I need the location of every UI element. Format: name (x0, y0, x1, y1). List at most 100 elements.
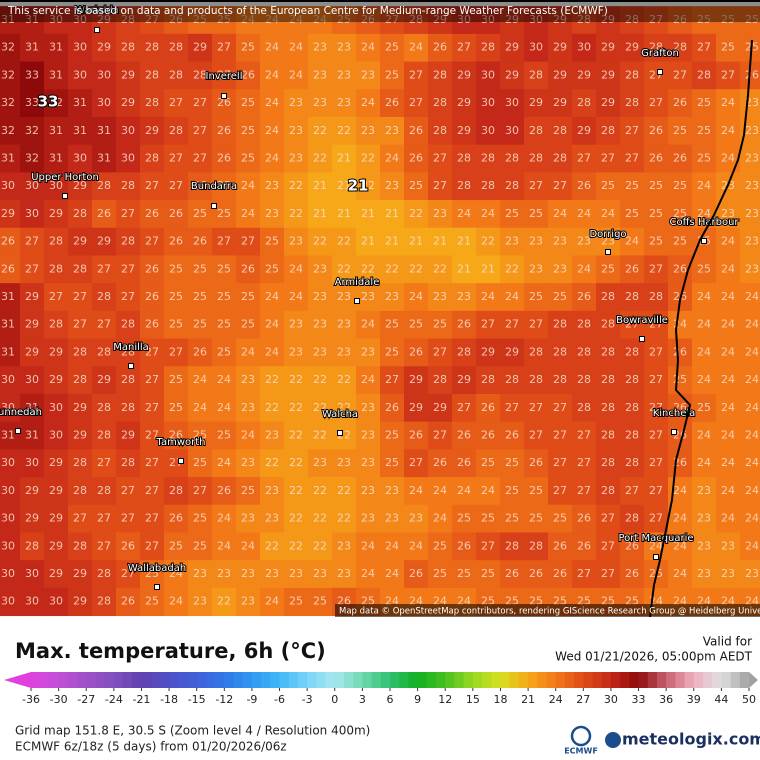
grid-value: 27 (649, 456, 663, 469)
grid-value: 32 (49, 96, 63, 109)
grid-cell (92, 227, 117, 256)
grid-value: 27 (385, 373, 399, 386)
grid-cell (140, 227, 165, 256)
grid-cell (332, 504, 357, 533)
grid-value: 32 (1, 124, 15, 137)
grid-cell (692, 61, 717, 90)
grid-cell (428, 200, 453, 229)
grid-value: 27 (529, 429, 543, 442)
grid-value: 27 (25, 262, 39, 275)
grid-value: 28 (49, 318, 63, 331)
grid-value: 28 (625, 373, 639, 386)
colorbar-swatch (426, 672, 437, 688)
grid-cell (380, 33, 405, 63)
grid-value: 33 (25, 68, 39, 81)
grid-value: 28 (601, 429, 615, 442)
grid-value: 24 (649, 539, 663, 552)
grid-value: 23 (529, 262, 543, 275)
grid-cell (356, 393, 381, 423)
grid-value: 24 (721, 512, 735, 525)
grid-value: 23 (289, 345, 303, 358)
grid-value: 23 (745, 567, 759, 580)
grid-cell (428, 449, 453, 478)
grid-cell (260, 504, 285, 533)
grid-value: 30 (1, 595, 15, 608)
grid-cell (476, 227, 501, 256)
grid-cell (20, 255, 45, 284)
grid-cell (404, 89, 429, 118)
grid-value: 31 (49, 124, 63, 137)
grid-cell (740, 338, 760, 367)
grid-value: 30 (25, 456, 39, 469)
grid-value: 28 (625, 456, 639, 469)
grid-value: 26 (553, 567, 567, 580)
grid-cell (0, 172, 21, 201)
grid-value: 31 (97, 152, 111, 165)
grid-value: 28 (121, 179, 135, 192)
grid-value: 26 (409, 567, 423, 580)
grid-cell (404, 6, 429, 35)
grid-cell (524, 366, 549, 395)
grid-cell (596, 33, 621, 63)
grid-value: 24 (409, 290, 423, 303)
grid-cell (356, 560, 381, 589)
grid-value: 24 (241, 179, 255, 192)
grid-value: 30 (49, 401, 63, 414)
grid-value: 30 (49, 13, 63, 26)
grid-cell (716, 504, 741, 533)
grid-value: 29 (121, 96, 135, 109)
grid-value: 25 (625, 207, 639, 220)
colorbar-label: 44 (714, 693, 728, 706)
grid-value: 22 (289, 539, 303, 552)
grid-cell (644, 144, 669, 173)
grid-cell (236, 449, 261, 478)
grid-cell (116, 33, 141, 63)
grid-cell (308, 6, 333, 35)
grid-cell (668, 310, 693, 340)
grid-value: 24 (433, 512, 447, 525)
grid-cell (308, 477, 333, 506)
colorbar-swatch (436, 672, 446, 688)
grid-cell (284, 338, 309, 367)
grid-cell (644, 283, 669, 312)
grid-value: 28 (121, 235, 135, 248)
grid-cell (356, 421, 381, 450)
grid-value: 31 (73, 124, 87, 137)
grid-value: 26 (577, 179, 591, 192)
grid-cell (44, 200, 69, 229)
grid-cell (692, 504, 717, 533)
grid-cell (308, 172, 333, 201)
grid-cell (0, 144, 21, 173)
grid-value: 28 (169, 68, 183, 81)
grid-value: 26 (193, 345, 207, 358)
grid-value: 27 (73, 318, 87, 331)
grid-cell (44, 393, 69, 423)
grid-cell (740, 144, 760, 173)
grid-value: 23 (241, 512, 255, 525)
grid-value: 29 (49, 373, 63, 386)
grid-value: 24 (241, 345, 255, 358)
grid-value: 28 (409, 13, 423, 26)
grid-value: 21 (457, 235, 471, 248)
city-label: Port Macquarie (618, 533, 693, 544)
grid-cell (404, 33, 429, 63)
grid-value: 27 (145, 13, 159, 26)
grid-cell (500, 33, 525, 63)
grid-cell (380, 449, 405, 478)
grid-value: 27 (649, 13, 663, 26)
grid-value: 22 (313, 539, 327, 552)
colorbar-swatch (739, 672, 750, 688)
grid-cell (596, 477, 621, 506)
grid-value: 27 (553, 484, 567, 497)
grid-value: 25 (433, 567, 447, 580)
grid-value: 27 (625, 124, 639, 137)
grid-value: 25 (217, 429, 231, 442)
grid-value: 24 (361, 373, 375, 386)
grid-value: 28 (49, 235, 63, 248)
grid-cell (284, 61, 309, 90)
grid-value: 26 (649, 152, 663, 165)
grid-cell (68, 338, 93, 367)
grid-cell (476, 116, 501, 146)
grid-value: 27 (97, 262, 111, 275)
grid-value: 25 (385, 41, 399, 54)
